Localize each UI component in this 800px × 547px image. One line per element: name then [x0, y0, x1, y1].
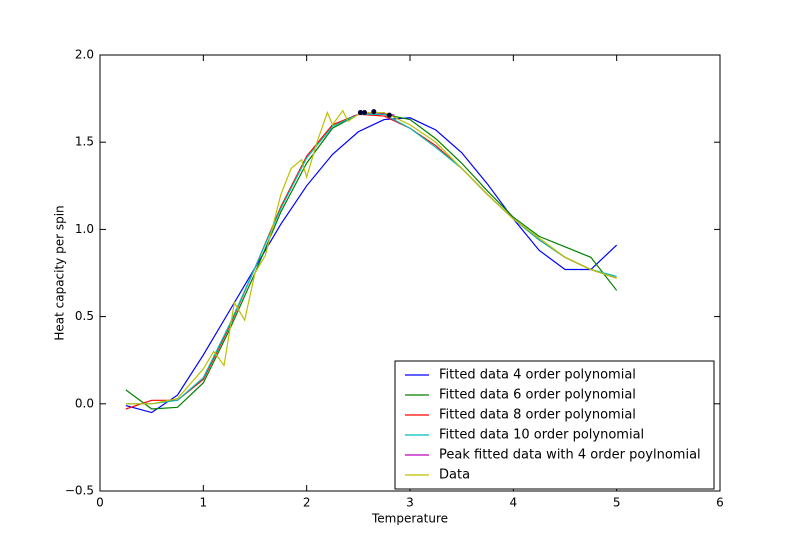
series-line: [125, 117, 618, 414]
x-tick-label: 6: [716, 496, 724, 510]
legend-label: Peak fitted data with 4 order poylnomial: [439, 448, 701, 463]
y-tick-label: −0.5: [65, 484, 94, 498]
x-tick-label: 2: [303, 496, 311, 510]
y-tick-label: 0.0: [75, 396, 94, 410]
legend-box: [394, 360, 715, 490]
peak-point: [357, 110, 363, 116]
legend-label: Fitted data 8 order polynomial: [439, 408, 636, 423]
y-tick-label: 0.5: [75, 309, 94, 323]
y-tick-label: 1.5: [75, 135, 94, 149]
y-axis-label: Heat capacity per spin: [53, 205, 67, 340]
peak-point: [371, 109, 377, 115]
peak-point: [362, 110, 368, 116]
x-axis-label: Temperature: [371, 512, 448, 526]
legend-label: Fitted data 6 order polynomial: [439, 388, 636, 403]
y-tick-label: 2.0: [75, 48, 94, 62]
legend: Fitted data 4 order polynomial Fitted dat…: [394, 360, 715, 490]
y-tick-label: 1.0: [75, 222, 94, 236]
legend-label: Data: [439, 468, 470, 483]
x-tick-label: 4: [510, 496, 518, 510]
x-tick-label: 3: [406, 496, 414, 510]
series-line: [125, 113, 617, 405]
x-tick-label: 0: [96, 496, 104, 510]
peak-point: [386, 112, 392, 118]
series-line: [125, 109, 617, 405]
x-tick-label: 5: [613, 496, 621, 510]
legend-label: Fitted data 4 order polynomial: [439, 368, 636, 383]
legend-label: Fitted data 10 order polynomial: [439, 428, 644, 443]
x-tick-label: 1: [200, 496, 208, 510]
